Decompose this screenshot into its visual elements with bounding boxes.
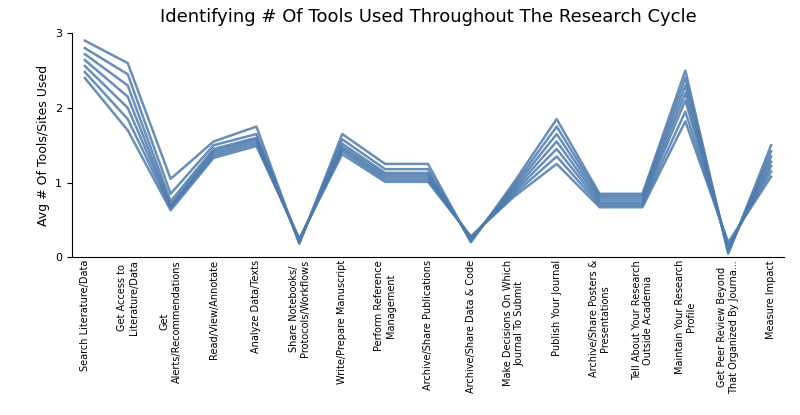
Y-axis label: Avg # Of Tools/Sites Used: Avg # Of Tools/Sites Used: [37, 65, 50, 226]
Title: Identifying # Of Tools Used Throughout The Research Cycle: Identifying # Of Tools Used Throughout T…: [160, 8, 696, 26]
